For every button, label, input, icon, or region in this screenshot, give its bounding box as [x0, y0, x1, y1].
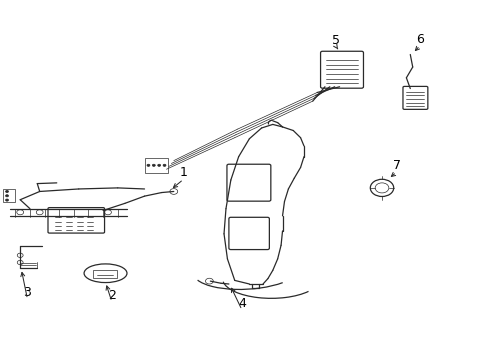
Circle shape [152, 164, 155, 166]
Bar [93, 270, 117, 278]
Circle shape [5, 195, 8, 197]
Circle shape [147, 164, 150, 166]
Text: 4: 4 [238, 297, 245, 310]
Text: 6: 6 [415, 32, 423, 46]
Text: 5: 5 [331, 33, 340, 47]
Text: 1: 1 [179, 166, 187, 179]
Circle shape [5, 199, 8, 201]
Text: 7: 7 [392, 159, 400, 172]
Bar [144, 158, 167, 173]
Circle shape [163, 164, 165, 166]
Bar [3, 189, 15, 202]
Circle shape [5, 190, 8, 193]
Text: 2: 2 [108, 289, 116, 302]
Text: 3: 3 [23, 287, 31, 300]
Circle shape [158, 164, 160, 166]
